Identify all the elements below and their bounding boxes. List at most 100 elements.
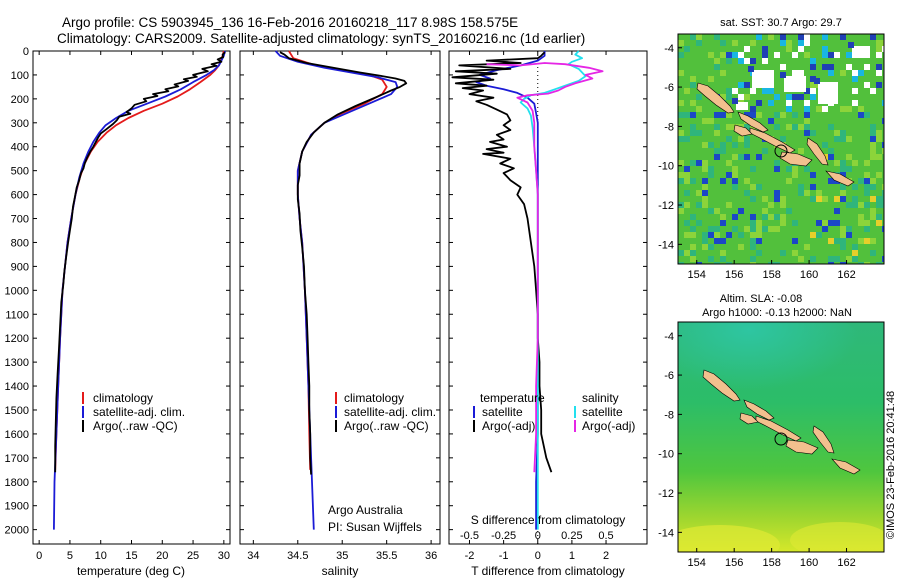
sst-cell (810, 184, 816, 190)
sst-cell (810, 76, 816, 82)
sst-cell (846, 232, 852, 238)
sst-cell (870, 250, 876, 256)
sst-cell (678, 100, 684, 106)
sst-cell (798, 40, 804, 46)
sst-cell (834, 130, 840, 136)
sst-cell (702, 244, 708, 250)
sst-cell (816, 220, 822, 226)
sst-cell (848, 42, 854, 48)
depth-tick-label: 1800 (5, 477, 29, 489)
sst-cell (738, 154, 744, 160)
lon-tick-label: 154 (688, 557, 706, 569)
depth-tick-label: 200 (11, 94, 29, 106)
x-tick-label: 1 (569, 550, 575, 562)
sst-cell (822, 142, 828, 148)
sst-cell (726, 94, 732, 100)
depth-tick-label: 600 (11, 190, 29, 202)
lat-tick-label: -10 (658, 161, 674, 173)
sst-cell (708, 118, 714, 124)
sst-cell (744, 142, 750, 148)
sst-cell (720, 256, 726, 262)
legend-label-temp-argo: Argo(-adj) (482, 419, 535, 433)
sst-cell (780, 214, 786, 220)
sst-cell (714, 130, 720, 136)
sst-cell (744, 112, 750, 118)
island-makira (825, 170, 855, 187)
sst-cell (768, 34, 774, 40)
lat-tick-label: -8 (664, 121, 674, 133)
sst-cell (876, 172, 882, 178)
temperature-series (53, 50, 226, 530)
sst-cell (798, 46, 804, 52)
sst-cell (814, 78, 820, 84)
sst-cell (720, 52, 726, 58)
sst-cell (750, 196, 756, 202)
legend-label-sal-argo: Argo(-adj) (582, 419, 635, 433)
sst-cell (684, 88, 690, 94)
legend-title-temperature: temperature (480, 391, 545, 405)
x-tick-label: 0 (36, 550, 42, 562)
x-tick-label: 10 (95, 550, 107, 562)
temperature-legend: climatology satellite-adj. clim. Argo(..… (82, 391, 185, 433)
sst-cell (882, 256, 884, 262)
sst-cell (678, 172, 684, 178)
sst-cell (834, 136, 840, 142)
sst-cell (882, 202, 884, 208)
sst-cell (690, 34, 696, 40)
sst-cell (828, 154, 834, 160)
series-line-salinity-argo (486, 62, 604, 473)
sst-cell (720, 148, 726, 154)
figure-title-line1: Argo profile: CS 5903945_136 16-Feb-2016… (62, 15, 518, 30)
sst-cell (870, 148, 876, 154)
sst-cell (768, 262, 774, 264)
sst-cell (804, 88, 810, 94)
salinity-xlabel: salinity (322, 564, 359, 578)
sst-cell (720, 40, 726, 46)
salinity-depth-ticks (240, 50, 440, 531)
sst-cell (816, 106, 822, 112)
sst-cell (690, 244, 696, 250)
sst-cell (696, 40, 702, 46)
sst-cell (834, 220, 840, 226)
sst-cell (774, 94, 780, 100)
sst-cell (882, 46, 884, 52)
sst-cell (696, 34, 702, 40)
sst-cell (870, 178, 876, 184)
sst-cell (852, 70, 858, 76)
island-malaita (812, 425, 835, 454)
sst-cell (870, 208, 876, 214)
sst-cell (792, 94, 798, 100)
sst-cell (816, 196, 822, 202)
sst-cell (732, 98, 738, 104)
sst-cell (750, 106, 756, 112)
sst-cell (840, 238, 846, 244)
sst-cell (804, 118, 810, 124)
depth-tick-label: 1300 (5, 357, 29, 369)
lat-tick-label: -10 (658, 449, 674, 461)
sst-cell (684, 46, 690, 52)
sst-cell (714, 148, 720, 154)
sst-cell (780, 250, 786, 256)
sst-cell (726, 232, 732, 238)
sst-cell (846, 64, 852, 70)
sst-cell (696, 262, 702, 264)
legend-label-climatology: climatology (93, 391, 153, 405)
sla-map-frame (677, 321, 885, 553)
sst-cell (858, 238, 864, 244)
difference-xlabel: T difference from climatology (471, 564, 625, 578)
sst-cell (774, 214, 780, 220)
sst-cell (756, 238, 762, 244)
sst-cell (774, 112, 780, 118)
sst-cell (792, 220, 798, 226)
sst-cell (846, 154, 852, 160)
sla-map-title-line2: Argo h1000: -0.13 h2000: NaN (702, 307, 852, 319)
depth-tick-label: 300 (11, 118, 29, 130)
sst-cell (822, 220, 828, 226)
imos-credit: ©IMOS 23-Feb-2016 20:41:48 (885, 391, 897, 539)
sst-cell (756, 220, 762, 226)
sst-cell (756, 250, 762, 256)
sst-cell (798, 94, 804, 100)
sst-cell (804, 112, 810, 118)
salinity-series (274, 50, 408, 530)
lat-tick-label: -4 (664, 331, 674, 343)
